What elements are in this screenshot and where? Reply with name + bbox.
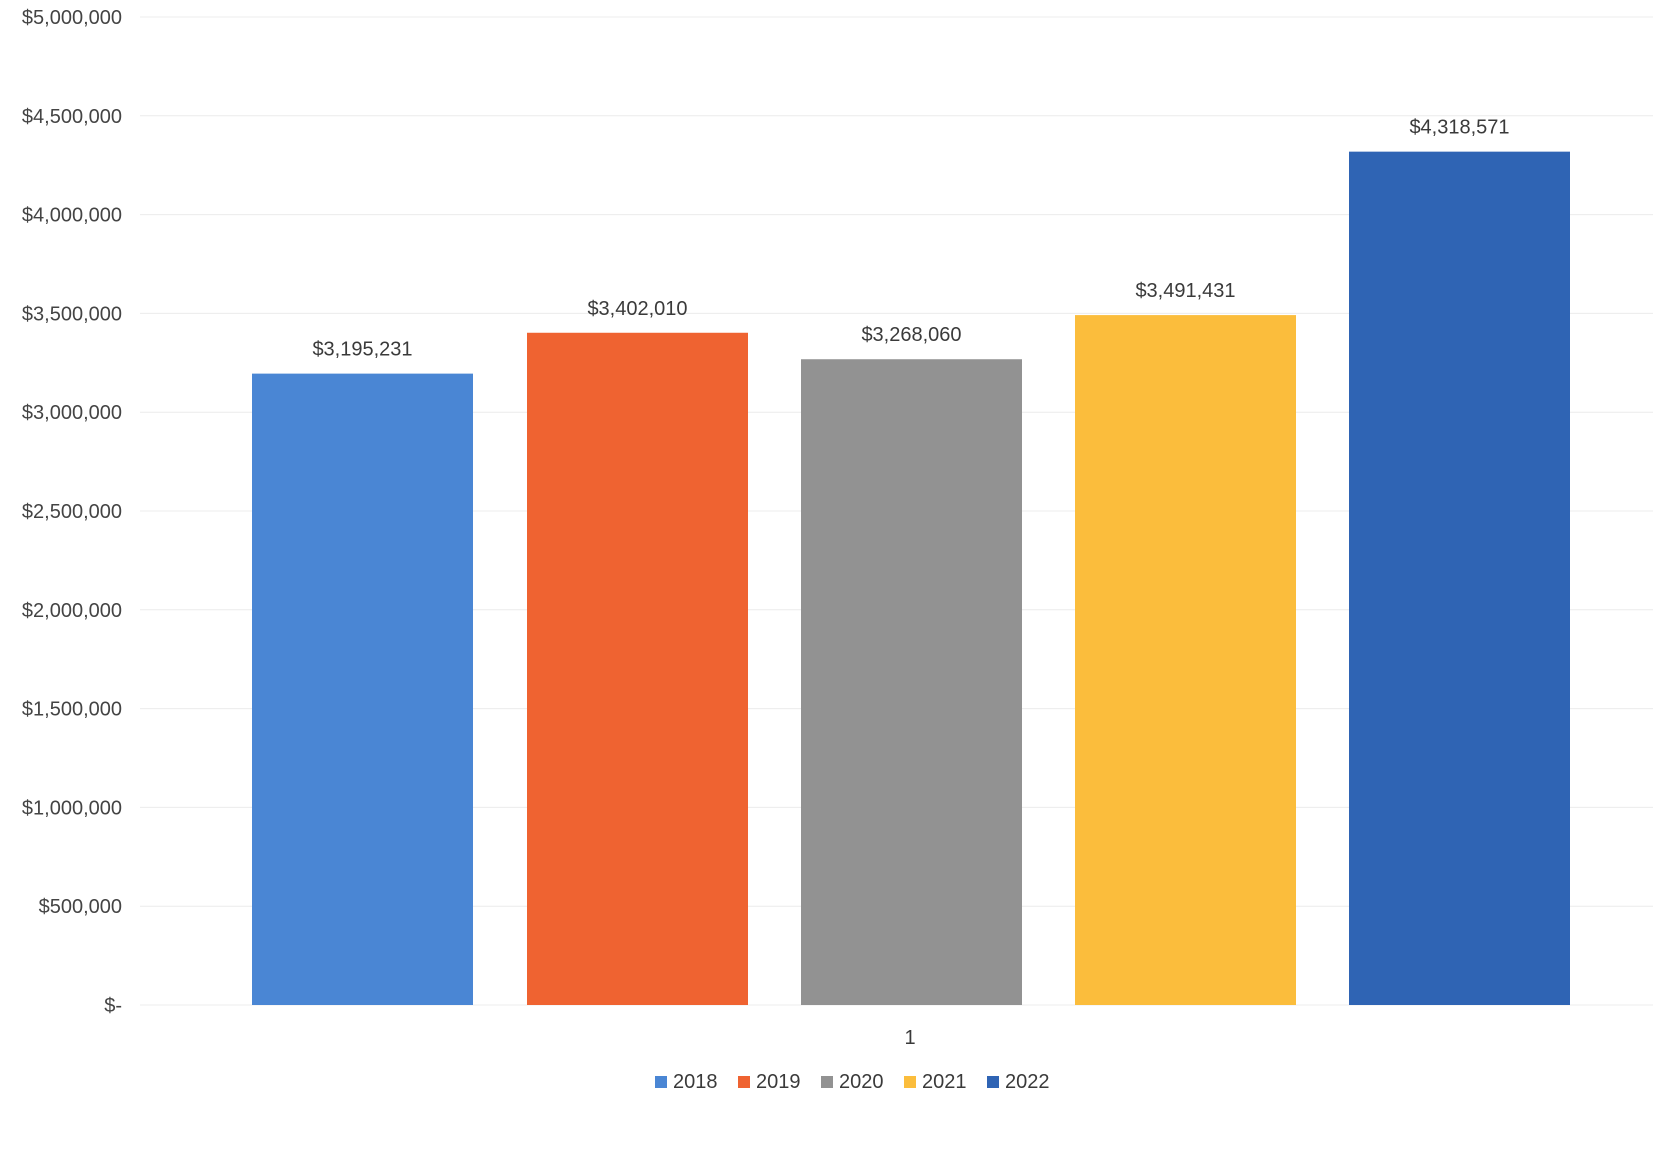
y-tick-label: $1,500,000 xyxy=(22,699,122,721)
legend-item-2020: 2020 xyxy=(821,1071,884,1093)
legend-item-2019: 2019 xyxy=(738,1071,801,1093)
data-label-2019: $3,402,010 xyxy=(587,298,687,320)
legend-label-2018: 2018 xyxy=(673,1071,718,1093)
y-tick-label: $3,500,000 xyxy=(22,303,122,325)
legend-label-2020: 2020 xyxy=(839,1071,884,1093)
legend-label-2021: 2021 xyxy=(922,1071,967,1093)
y-tick-label: $4,000,000 xyxy=(22,205,122,227)
legend-swatch-2018 xyxy=(655,1076,667,1088)
y-tick-label: $4,500,000 xyxy=(22,106,122,128)
y-tick-label: $2,500,000 xyxy=(22,501,122,523)
y-axis-tick-labels: $- $500,000 $1,000,000 $1,500,000 $2,000,000… xyxy=(22,7,122,1017)
y-tick-label: $- xyxy=(104,995,122,1017)
data-label-2020: $3,268,060 xyxy=(861,324,961,346)
bar-2018 xyxy=(252,373,473,1006)
legend-swatch-2021 xyxy=(904,1076,916,1088)
y-tick-label: $500,000 xyxy=(39,896,122,918)
data-label-2021: $3,491,431 xyxy=(1135,280,1235,302)
legend-item-2021: 2021 xyxy=(904,1071,967,1093)
y-tick-label: $3,000,000 xyxy=(22,402,122,424)
bar-2021 xyxy=(1075,315,1296,1005)
bar-2019 xyxy=(527,332,748,1005)
bar-2022 xyxy=(1349,151,1570,1005)
data-label-2022: $4,318,571 xyxy=(1409,117,1509,139)
legend: 2018 2019 2020 2021 2022 xyxy=(655,1071,1050,1093)
y-tick-label: $1,000,000 xyxy=(22,797,122,819)
y-tick-label: $2,000,000 xyxy=(22,600,122,622)
bar-2020 xyxy=(801,359,1022,1006)
data-labels: $3,195,231 $3,402,010 $3,268,060 $3,491,431… xyxy=(312,117,1509,361)
x-tick-label: 1 xyxy=(904,1027,915,1049)
legend-swatch-2020 xyxy=(821,1076,833,1088)
legend-item-2018: 2018 xyxy=(655,1071,718,1093)
legend-swatch-2019 xyxy=(738,1076,750,1088)
legend-label-2019: 2019 xyxy=(756,1071,801,1093)
legend-item-2022: 2022 xyxy=(987,1071,1050,1093)
bars xyxy=(252,151,1570,1006)
x-axis-tick-labels: 1 xyxy=(904,1027,915,1049)
data-label-2018: $3,195,231 xyxy=(312,339,412,361)
y-tick-label: $5,000,000 xyxy=(22,7,122,29)
legend-swatch-2022 xyxy=(987,1076,999,1088)
legend-label-2022: 2022 xyxy=(1005,1071,1050,1093)
